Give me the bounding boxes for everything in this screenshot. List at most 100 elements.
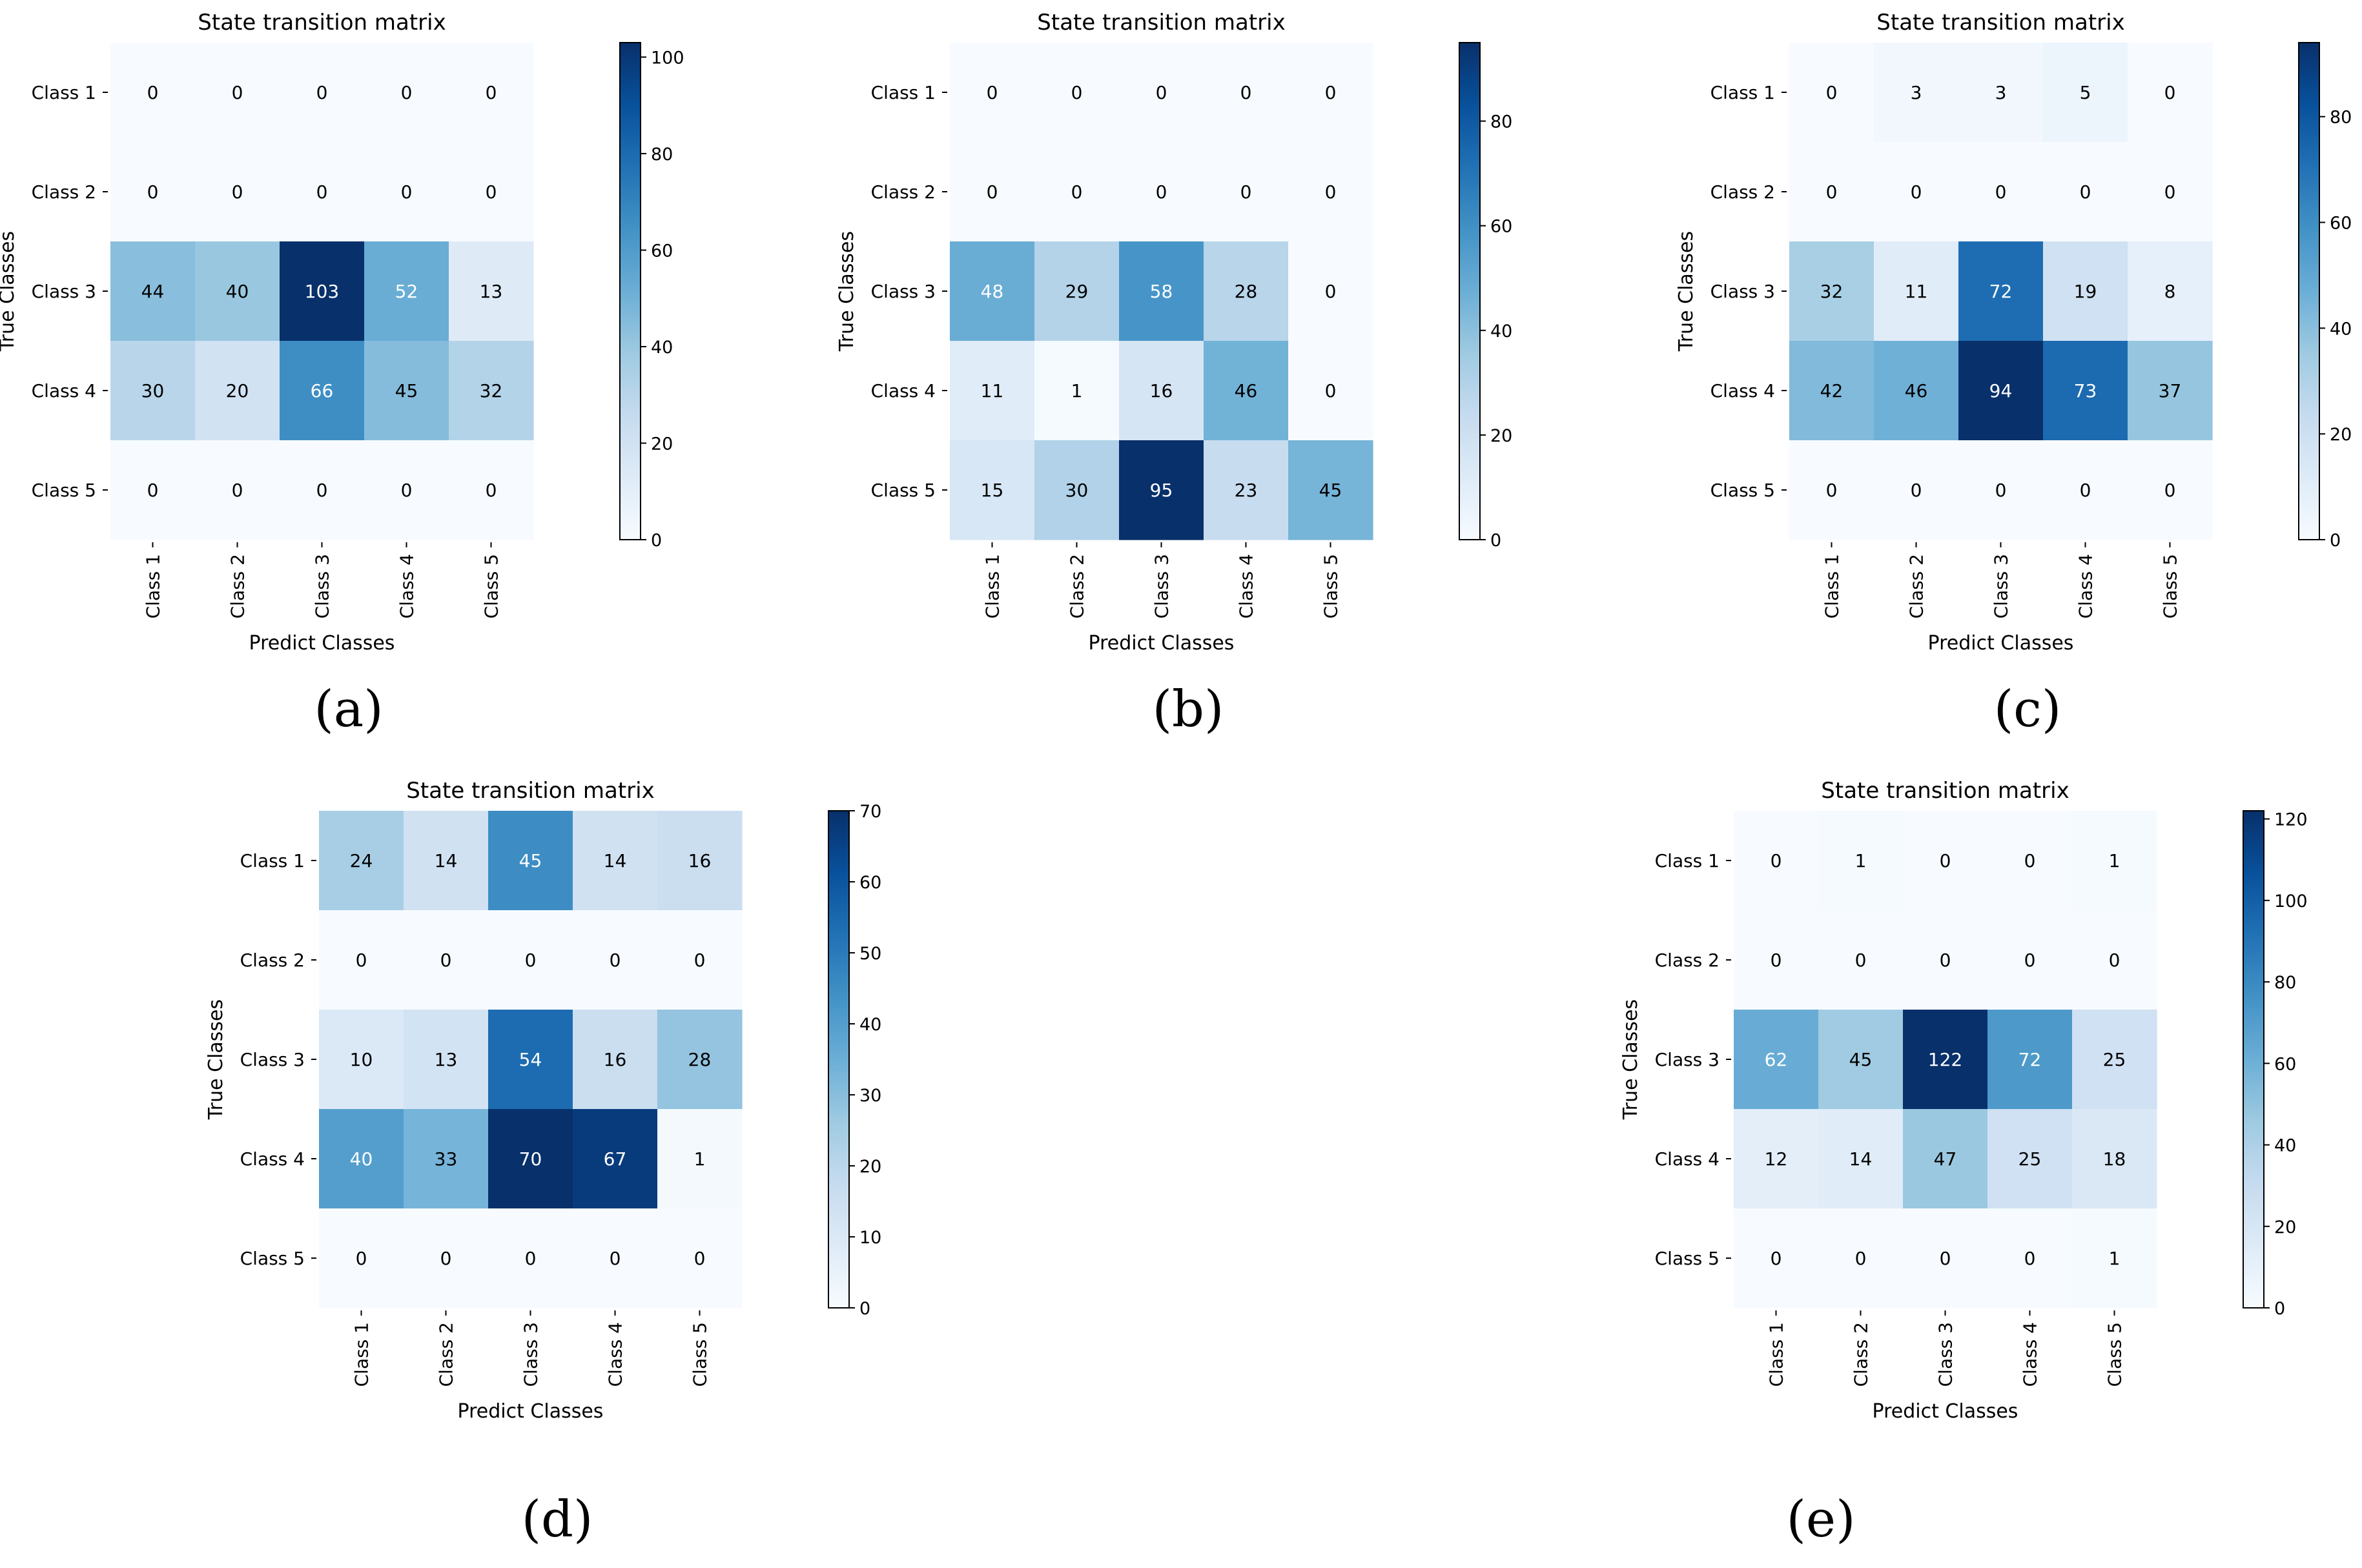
cell-value-label: 122: [1928, 1049, 1962, 1070]
colorbar-tick-label: 0: [859, 1299, 870, 1319]
cell-value-label: 0: [147, 480, 159, 501]
cell-value-label: 0: [2164, 181, 2176, 203]
y-tick-label: Class 1: [1655, 850, 1720, 871]
heatmap-cell: [1789, 142, 1874, 242]
cell-value-label: 0: [1240, 82, 1252, 103]
colorbar-tick-label: 80: [2274, 973, 2296, 993]
cell-value-label: 0: [401, 480, 413, 501]
cell-value-label: 13: [435, 1049, 458, 1070]
heatmap-cell: [1119, 341, 1204, 441]
heatmap-panel-1: State transition matrix 0 0 0 0 0 0 0 0 0 0 44 40 103…: [0, 10, 684, 738]
colorbar: [828, 810, 850, 1308]
y-tick-label: Class 2: [32, 181, 96, 203]
heatmap-cell: [1119, 440, 1204, 540]
heatmap-panel-2: State transition matrix 0 0 0 0 0 0 0 0 0 0 48 29 58 2…: [836, 10, 1512, 738]
cell-value-label: 0: [1940, 850, 1951, 871]
cell-value-label: 25: [2018, 1148, 2042, 1170]
heatmap-cell: [280, 142, 365, 242]
x-tick-label: Class 2: [1906, 554, 1927, 618]
heatmap-cell: [1987, 1208, 2073, 1308]
cell-value-label: 18: [2103, 1148, 2126, 1170]
cell-value-label: 0: [1771, 1248, 1782, 1269]
heatmap-cell: [404, 1109, 489, 1209]
cell-value-label: 0: [1771, 950, 1782, 971]
cell-value-label: 0: [1995, 181, 2007, 203]
chart-title: State transition matrix: [1037, 10, 1285, 36]
x-tick-label: Class 3: [520, 1322, 542, 1387]
heatmap-cell: [449, 142, 534, 242]
heatmap-cell: [2043, 142, 2128, 242]
heatmap-cell: [2072, 1208, 2157, 1308]
y-tick-label: Class 1: [240, 850, 305, 871]
heatmap-cell: [1734, 811, 1819, 911]
y-axis-label: True Classes: [0, 231, 19, 352]
heatmap-cell: [1818, 1010, 1904, 1110]
cell-value-label: 0: [316, 480, 328, 501]
heatmap-cell: [1818, 1208, 1904, 1308]
cell-value-label: 0: [486, 82, 497, 103]
heatmap-cell: [1789, 241, 1874, 341]
heatmap-cell: [319, 1109, 404, 1209]
colorbar-tick-label: 30: [859, 1086, 881, 1106]
cell-value-label: 1: [2109, 850, 2121, 871]
cell-value-label: 28: [688, 1049, 712, 1070]
colorbar-tick-label: 50: [859, 944, 881, 964]
cell-value-label: 58: [1150, 281, 1173, 302]
heatmap-cell: [2072, 910, 2157, 1010]
cell-value-label: 47: [1934, 1148, 1957, 1170]
colorbar-tick-label: 10: [859, 1228, 881, 1248]
y-tick-label: Class 5: [1710, 480, 1775, 501]
x-tick-label: Class 4: [1236, 554, 1257, 618]
heatmap-cell: [1734, 910, 1819, 1010]
cell-value-label: 16: [688, 850, 712, 871]
colorbar-tick-label: 20: [859, 1157, 881, 1177]
heatmap-cell: [573, 811, 658, 911]
cell-value-label: 0: [2164, 480, 2176, 501]
colorbar-tick-label: 20: [2274, 1217, 2296, 1237]
heatmap-cell: [573, 1010, 658, 1110]
x-tick-label: Class 4: [2020, 1322, 2041, 1387]
cell-value-label: 0: [486, 181, 497, 203]
y-axis-label: True Classes: [1675, 231, 1698, 352]
chart-title: State transition matrix: [1876, 10, 2124, 36]
heatmap-cell: [449, 43, 534, 143]
colorbar-tick-label: 0: [1490, 531, 1501, 551]
heatmap-cell: [195, 43, 280, 143]
y-tick-label: Class 3: [1710, 281, 1775, 302]
heatmap-cell: [1734, 1010, 1819, 1110]
cell-value-label: 15: [981, 480, 1004, 501]
y-axis-label: True Classes: [836, 231, 858, 352]
cell-value-label: 42: [1820, 380, 1843, 402]
y-tick-label: Class 5: [1655, 1248, 1720, 1269]
heatmap-cell: [1034, 142, 1120, 242]
heatmap-cell: [364, 142, 449, 242]
cell-value-label: 45: [1319, 480, 1342, 501]
cell-value-label: 24: [350, 850, 373, 871]
heatmap-cell: [449, 241, 534, 341]
colorbar-tick-label: 0: [651, 531, 662, 551]
cell-value-label: 11: [981, 380, 1004, 402]
cell-value-label: 0: [1826, 181, 1838, 203]
cell-value-label: 25: [2103, 1049, 2126, 1070]
heatmap-cell: [657, 1010, 743, 1110]
cell-value-label: 0: [356, 1248, 367, 1269]
heatmap-cell: [2128, 43, 2213, 143]
heatmap-cell: [364, 43, 449, 143]
colorbar-tick-label: 60: [1490, 217, 1512, 237]
cell-value-label: 0: [1325, 82, 1337, 103]
heatmap-cell: [950, 341, 1035, 441]
heatmap-cell: [1987, 1109, 2073, 1209]
heatmap-cell: [1204, 341, 1289, 441]
y-tick-label: Class 4: [1710, 380, 1775, 402]
heatmap-cell: [488, 1010, 573, 1110]
cell-value-label: 62: [1765, 1049, 1788, 1070]
cell-value-label: 0: [1071, 181, 1083, 203]
colorbar-tick-label: 80: [2330, 108, 2352, 128]
heatmap-cell: [1204, 241, 1289, 341]
colorbar: [1459, 42, 1481, 540]
x-tick-label: Class 5: [690, 1322, 711, 1387]
x-tick-label: Class 5: [2104, 1322, 2126, 1387]
y-tick-label: Class 4: [871, 380, 936, 402]
